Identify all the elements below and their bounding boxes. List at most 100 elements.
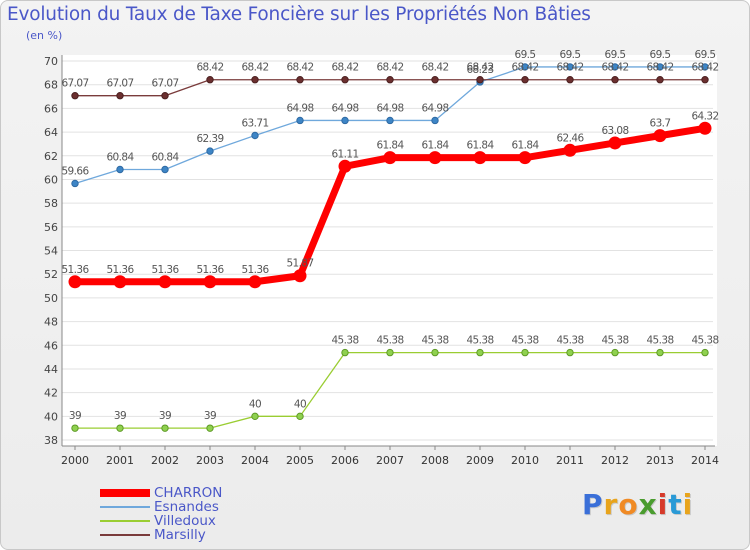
data-label-villedoux: 45.38 [466,335,493,347]
data-point-esnandes [71,179,79,188]
legend: CHARRON Esnandes Villedoux Marsilly [100,486,222,542]
y-tick-label: 42 [44,387,58,400]
data-point-esnandes [521,63,529,71]
data-point-marsilly [656,76,664,84]
data-point-esnandes [251,131,259,140]
y-tick-label: 56 [44,221,58,234]
x-tick-label: 2011 [556,454,584,467]
legend-label: Villedoux [154,513,216,529]
data-point-villedoux [656,348,664,357]
data-point-esnandes [206,147,214,155]
legend-item-charron: CHARRON [100,486,222,500]
data-point-villedoux [206,424,214,432]
data-label-charron: 61.84 [511,140,539,152]
data-point-charron [608,136,622,150]
data-label-esnandes: 63.71 [241,117,268,129]
data-point-villedoux [251,412,259,421]
data-label-marsilly: 67.07 [151,78,178,90]
y-tick-label: 40 [44,410,58,423]
y-tick-label: 60 [44,173,58,186]
x-tick-label: 2010 [511,454,539,467]
data-point-charron [698,121,712,135]
x-tick-label: 2000 [61,454,89,467]
data-label-villedoux: 45.38 [376,335,403,347]
data-label-charron: 51.36 [241,264,269,276]
y-tick-label: 54 [44,245,58,258]
data-point-charron [293,269,307,283]
data-point-marsilly [341,76,349,84]
data-point-charron [113,275,127,289]
y-tick-label: 48 [44,316,58,329]
x-tick-label: 2008 [421,454,449,467]
data-label-marsilly: 68.42 [601,62,628,74]
data-label-esnandes: 62.39 [196,133,223,145]
y-tick-label: 66 [44,102,58,115]
data-label-marsilly: 68.42 [331,62,358,74]
data-point-charron [518,151,532,165]
legend-swatch [100,520,150,522]
data-point-marsilly [566,76,574,84]
data-point-marsilly [611,76,619,84]
data-label-marsilly: 68.42 [466,62,493,74]
data-label-charron: 62.46 [556,132,584,144]
x-tick-label: 2001 [106,454,134,467]
data-label-marsilly: 67.07 [106,78,133,90]
data-label-esnandes: 64.98 [421,102,448,114]
y-tick-label: 46 [44,339,58,352]
data-label-villedoux: 39 [159,410,171,422]
data-point-esnandes [296,116,304,125]
legend-label: Marsilly [154,527,206,543]
data-point-villedoux [566,348,574,357]
data-label-esnandes: 69.5 [605,49,626,61]
data-point-marsilly [161,92,169,100]
legend-label: Esnandes [154,499,219,515]
data-label-esnandes: 69.5 [650,49,671,61]
data-point-esnandes [566,63,574,71]
x-tick-label: 2014 [691,454,719,467]
y-tick-label: 70 [44,55,58,68]
data-label-villedoux: 45.38 [331,335,358,347]
x-tick-label: 2002 [151,454,179,467]
x-tick-label: 2012 [601,454,629,467]
chart-title: Evolution du Taux de Taxe Foncière sur l… [7,4,591,25]
data-point-villedoux [116,424,124,432]
data-label-charron: 51.36 [151,264,179,276]
data-label-marsilly: 68.42 [646,62,673,74]
data-label-marsilly: 68.42 [421,62,448,74]
x-tick-label: 2009 [466,454,494,467]
data-label-villedoux: 45.38 [511,335,538,347]
data-point-charron [563,143,577,157]
data-label-marsilly: 68.42 [691,62,718,74]
data-label-charron: 51.36 [61,264,89,276]
y-tick-label: 52 [44,268,58,281]
data-point-charron [248,275,262,289]
data-point-marsilly [116,92,124,100]
data-label-villedoux: 39 [114,410,126,422]
data-point-esnandes [656,63,664,71]
y-axis-unit: (en %) [26,29,63,42]
data-label-marsilly: 68.42 [556,62,583,74]
data-point-charron [203,275,217,289]
legend-item-marsilly: Marsilly [100,528,222,542]
data-point-marsilly [206,76,214,84]
data-label-charron: 61.84 [466,140,494,152]
y-tick-label: 58 [44,197,58,210]
data-point-charron [428,151,442,165]
data-point-esnandes [341,116,349,125]
legend-swatch [100,506,150,508]
data-point-villedoux [161,424,169,432]
data-label-esnandes: 64.98 [331,102,358,114]
data-label-esnandes: 68.23 [466,64,493,76]
data-point-villedoux [296,412,304,421]
data-label-charron: 51.36 [196,264,224,276]
data-point-charron [653,129,667,143]
data-label-esnandes: 60.84 [106,151,134,163]
legend-label: CHARRON [154,485,223,501]
data-point-marsilly [251,76,259,84]
data-point-marsilly [701,76,709,84]
x-tick-label: 2003 [196,454,224,467]
proxiti-logo: Proxiti [582,488,694,521]
data-label-villedoux: 39 [69,410,81,422]
data-point-esnandes [611,63,619,71]
